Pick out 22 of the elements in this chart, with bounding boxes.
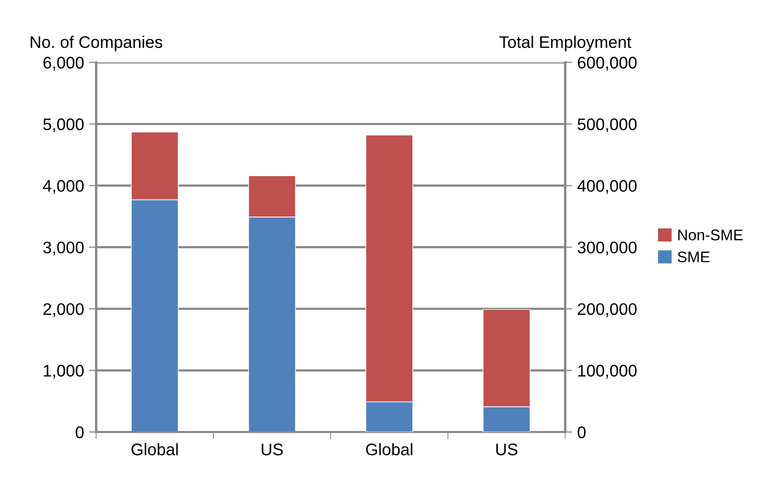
y2-axis-title: Total Employment xyxy=(499,36,632,52)
y2-tick-label: 300,000 xyxy=(578,242,637,256)
y-tick-label: 5,000 xyxy=(43,118,84,132)
y2-tick-label: 0 xyxy=(578,426,586,438)
y2-tick-label: 400,000 xyxy=(577,180,637,194)
y-tick-label: 3,000 xyxy=(43,242,84,256)
y-tick-label: 4,000 xyxy=(43,180,84,194)
y-tick-label: 0 xyxy=(76,426,84,438)
y2-tick-label: 600,000 xyxy=(578,56,637,71)
y2-tick-label: 200,000 xyxy=(578,303,637,317)
legend-label: SME xyxy=(678,252,710,262)
x-tick-label: Global xyxy=(132,443,178,456)
x-tick-label: Global xyxy=(366,443,412,456)
y-tick-label: 1,000 xyxy=(44,364,84,379)
y2-tick-label: 500,000 xyxy=(578,118,637,132)
x-tick-label: US xyxy=(262,444,283,456)
legend-label: Non-SME xyxy=(678,230,743,240)
y-tick-label: 6,000 xyxy=(43,56,84,71)
y-axis-title: No. of Companies xyxy=(30,36,162,52)
y-tick-label: 2,000 xyxy=(43,303,84,317)
x-tick-label: US xyxy=(496,444,518,456)
y2-tick-label: 100,000 xyxy=(578,364,637,379)
